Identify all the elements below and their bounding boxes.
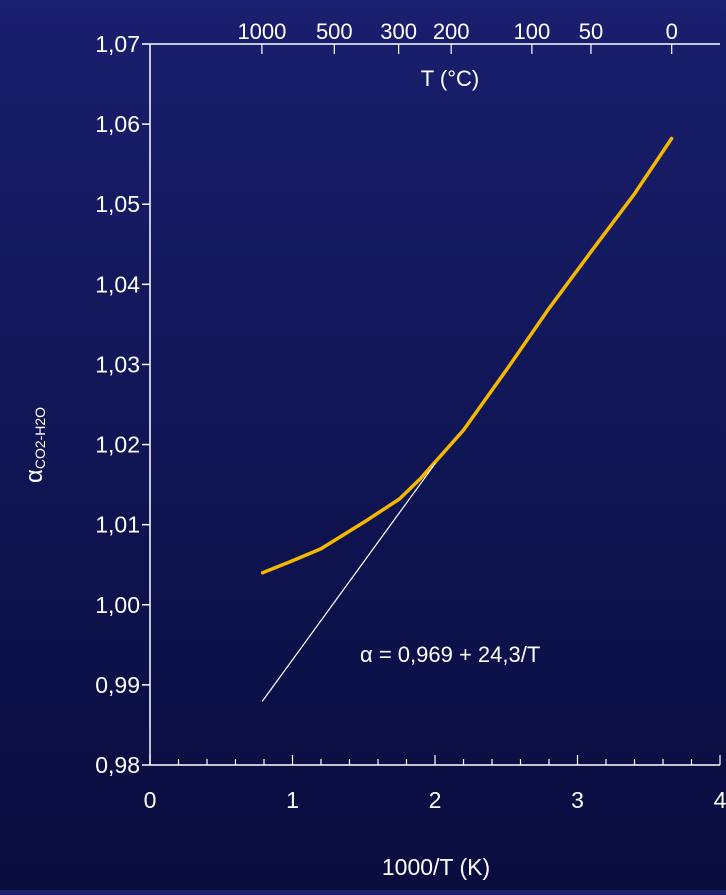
x-axis-label: 1000/T (K) [382,854,490,880]
top-tick-label: 100 [514,19,551,44]
y-axis-label: αCO2-H2O [21,407,48,483]
linear-fit-line [262,463,436,702]
x-tick-label: 4 [714,787,726,813]
plot-marks [260,136,674,702]
y-tick-label: 1,06 [95,111,140,137]
fractionation-curve [260,136,674,575]
y-tick-label: 0,99 [95,672,140,698]
top-tick-label: 500 [316,19,353,44]
y-tick-label: 1,02 [95,432,140,458]
equation-annotation: α = 0,969 + 24,3/T [360,642,540,667]
y-tick-label: 1,07 [95,31,140,57]
chart-labels: 1000/T (K) T (°C) αCO2-H2O α = 0,969 + 2… [21,66,540,880]
y-tick-label: 1,00 [95,592,140,618]
top-tick-label: 200 [433,19,470,44]
y-tick-label: 1,03 [95,351,140,377]
y-tick-label: 1,05 [95,191,140,217]
y-axis-label-main: α [21,469,48,483]
x-tick-label: 2 [429,787,442,813]
top-tick-label: 1000 [237,19,286,44]
y-tick-label: 1,01 [95,512,140,538]
top-tick-label: 300 [380,19,417,44]
y-tick-label: 0,98 [95,752,140,778]
x-tick-label: 1 [286,787,299,813]
top-tick-label: 50 [579,19,603,44]
y-tick-label: 1,04 [95,271,140,297]
top-axis-label: T (°C) [421,66,480,91]
x-tick-label: 0 [144,787,157,813]
axes: 0,98 0,99 1,00 1,01 1,02 1,03 1,04 1,05 1,06 1,07… [95,19,726,813]
y-axis-label-subscript: CO2-H2O [32,407,48,469]
x-tick-label: 3 [571,787,584,813]
top-tick-label: 0 [666,19,678,44]
